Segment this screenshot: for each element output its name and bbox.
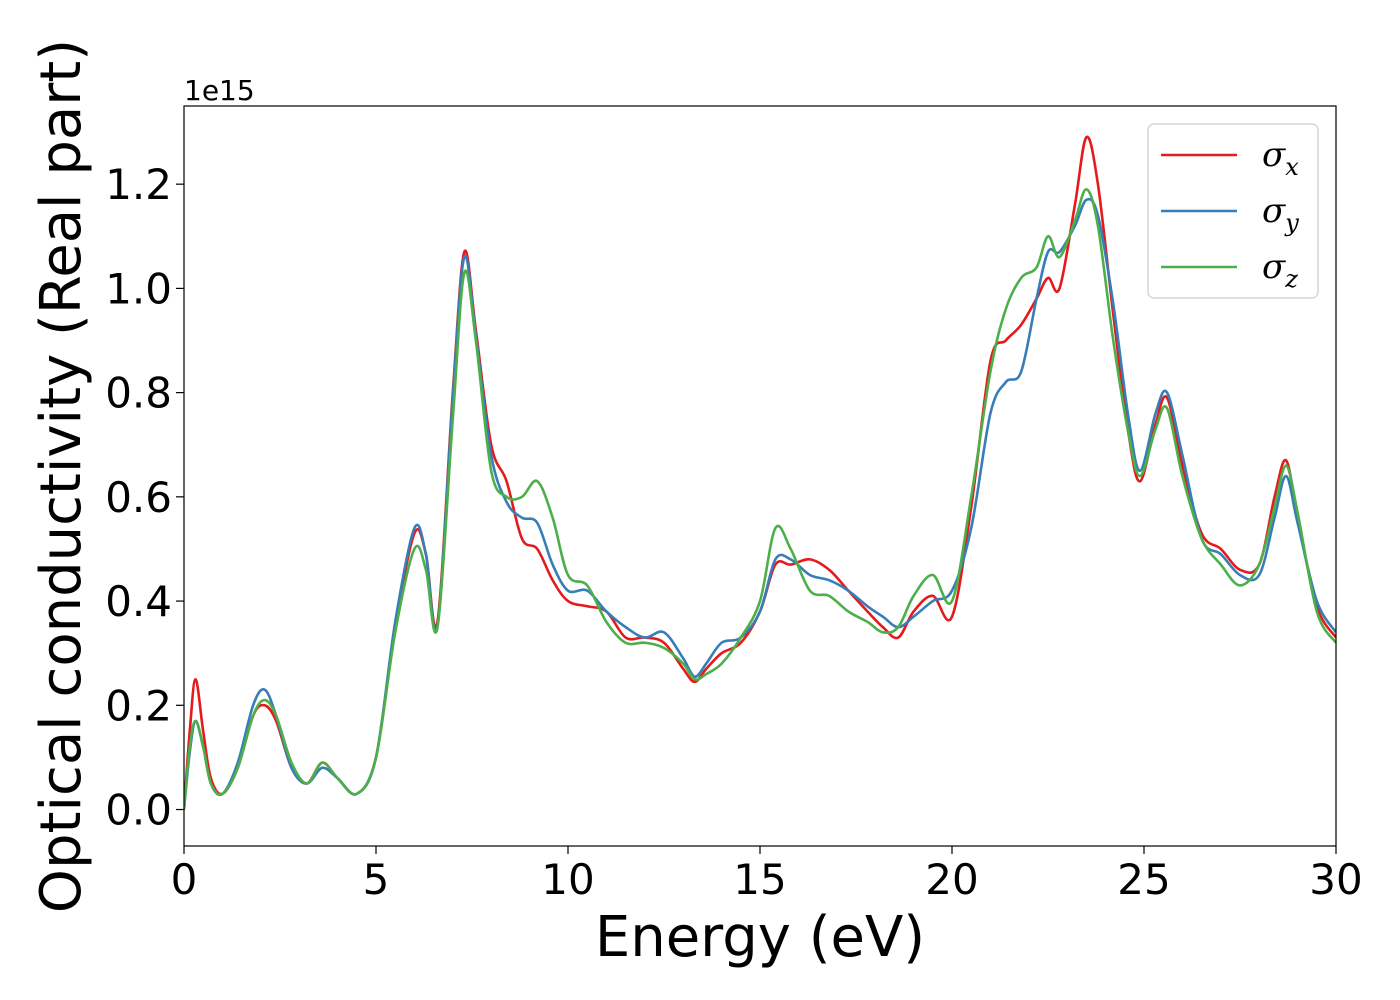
plot-area [184,135,1336,810]
x-tick-label: 5 [363,855,390,904]
x-tick-label: 20 [925,855,978,904]
legend-label-z: σz [1262,247,1298,293]
series-line-z [184,188,1336,810]
y-tick-label: 0.2 [105,681,172,730]
x-tick-label: 30 [1309,855,1362,904]
legend-label-x: σx [1262,135,1299,181]
x-axis: 0 5 10 15 20 25 30 [171,846,1363,904]
y-tick-label: 1.0 [105,264,172,313]
y-tick-label: 0.4 [105,577,172,626]
y-axis: 0.0 0.2 0.4 0.6 0.8 1.0 1.2 [105,160,184,835]
y-axis-label: Optical conductivity (Real part) [29,39,94,913]
x-tick-label: 25 [1117,855,1170,904]
y-tick-label: 1.2 [105,160,172,209]
y-tick-label: 0.0 [105,786,172,835]
x-tick-label: 0 [171,855,198,904]
x-tick-label: 10 [541,855,594,904]
y-tick-label: 0.6 [105,473,172,522]
legend-label-y: σy [1262,191,1299,237]
y-offset-label: 1e15 [184,74,255,107]
legend: σx σy σz [1147,123,1319,299]
x-tick-label: 15 [733,855,786,904]
x-axis-label: Energy (eV) [595,905,925,970]
y-tick-label: 0.8 [105,369,172,418]
